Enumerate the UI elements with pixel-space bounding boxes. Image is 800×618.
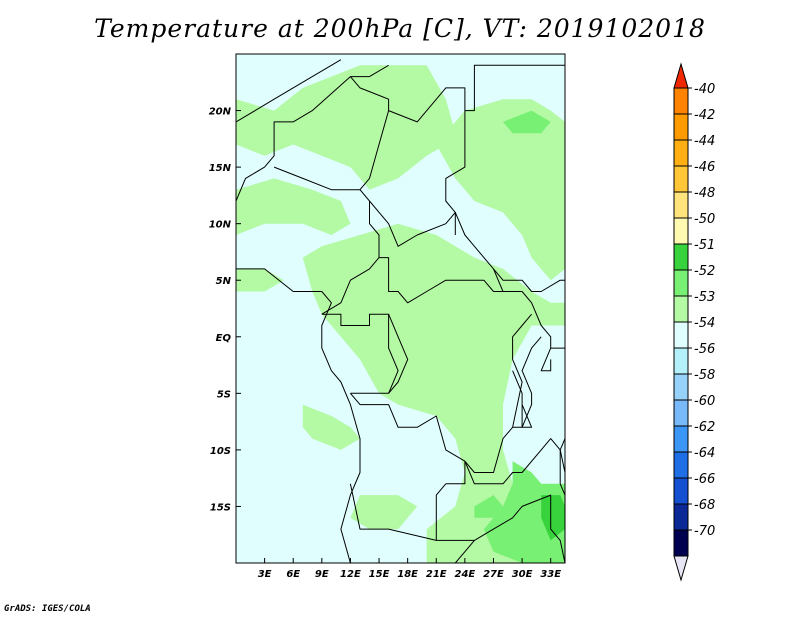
country-boundary [445,110,466,235]
country-boundary [369,200,565,292]
colorbar-top-cap [673,62,689,89]
colorbar-segment [673,503,689,531]
colorbar-label: -53 [694,290,715,305]
x-tick-label: 3E [258,569,272,580]
field-region [483,461,565,563]
country-boundary [388,64,565,123]
x-tick-label: 33E [540,569,561,580]
y-tick-label: 5S [217,389,231,400]
grads-credit: GrADS: IGES/COLA [4,604,91,614]
country-boundary [283,540,475,563]
colorbar-segment [673,165,689,193]
colorbar-segment [673,425,689,453]
colorbar-segment [673,191,689,219]
colorbar-label: -50 [694,212,715,227]
country-boundary [493,268,565,349]
colorbar-label: -51 [694,238,715,253]
country-boundary [445,461,466,485]
colorbar-label: -46 [694,160,715,175]
y-tick-label: 5N [216,276,232,287]
x-tick-label: 9E [315,569,329,580]
colorbar-bottom-cap [673,555,689,582]
colorbar-segment [673,217,689,245]
country-boundary [379,257,503,304]
x-tick-label: 12E [340,569,361,580]
y-tick-label: EQ [216,333,232,344]
country-boundary [464,438,565,485]
field-region [302,404,360,450]
y-tick-label: 10N [209,220,232,231]
field-region [474,495,503,518]
field-region [503,110,551,134]
y-tick-label: 10S [210,446,231,457]
colorbar-segment [673,373,689,401]
colorbar-label: -68 [694,498,715,513]
colorbar: -40 -42 -44 -46 -48 -50 -51 -52 -53 -54 -56 -58 -60 -… [673,62,715,582]
x-tick-label: 21E [426,569,447,580]
colorbar-label: -42 [694,108,715,123]
colorbar-label: -44 [694,134,715,149]
y-tick-label: 15S [210,502,231,513]
colorbar-segment [673,269,689,297]
field-region [388,302,494,416]
colorbar-segment [673,529,689,557]
field-region [236,178,351,235]
coastline [540,347,552,372]
country-boundary [435,483,447,541]
country-boundary [236,59,342,123]
colorbar-label: -64 [694,446,715,461]
colorbar-label: -66 [694,472,715,487]
temperature-field [236,65,565,563]
country-boundary [350,313,532,473]
colorbar-label: -40 [694,82,715,97]
field-region [541,495,565,541]
coastline [559,438,565,496]
x-tick-label: 27E [483,569,504,580]
country-boundary [388,314,409,394]
colorbar-segment [673,295,689,323]
colorbar-segment [673,347,689,375]
map-title: Temperature at 200hPa [C], VT: 201910201… [94,14,706,43]
colorbar-segment [673,399,689,427]
country-boundary [349,483,565,563]
colorbar-label: -48 [694,186,715,201]
x-tick-label: 18E [397,569,418,580]
colorbar-label: -56 [694,342,715,357]
colorbar-label: -60 [694,394,715,409]
colorbar-segment [673,451,689,479]
colorbar-label: -70 [694,524,715,539]
country-boundary [236,64,389,202]
colorbar-label: -58 [694,368,715,383]
x-tick-label: 30E [512,569,533,580]
country-boundary [273,166,380,315]
colorbar-segment [673,139,689,167]
axis-ticks: 3E 6E 9E 12E 15E 18E 21E 24E 27E 30E 33E 20N 15N 10N 5… [209,107,562,580]
colorbar-label: -52 [694,264,715,279]
colorbar-label: -54 [694,316,715,331]
field-region [350,495,418,530]
coastline [236,268,361,563]
field-region [436,99,565,281]
colorbar-label: -62 [694,420,715,435]
colorbar-segment [673,321,689,349]
country-boundaries [236,59,565,563]
x-tick-label: 24E [454,569,475,580]
x-tick-label: 6E [286,569,300,580]
y-tick-label: 15N [209,163,232,174]
coastline [512,370,533,428]
colorbar-segment [673,477,689,505]
colorbar-segment [673,113,689,141]
y-tick-label: 20N [209,107,232,118]
colorbar-segment [673,87,689,115]
field-region [236,65,456,190]
map-frame [235,53,566,564]
x-tick-label: 15E [369,569,390,580]
colorbar-segment [673,243,689,271]
